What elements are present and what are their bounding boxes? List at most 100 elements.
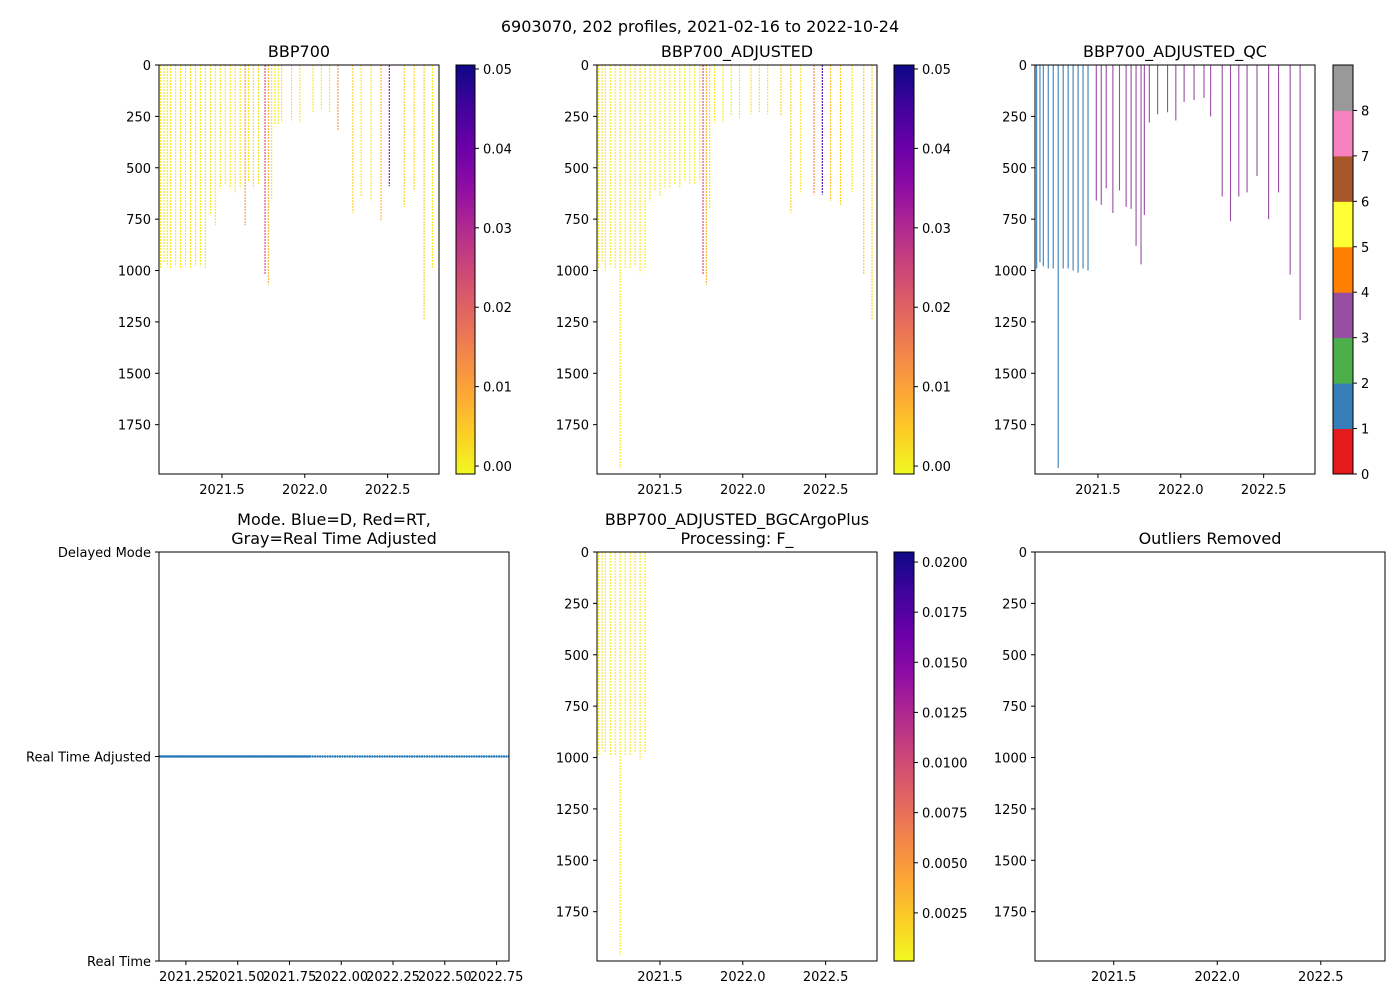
mode-point — [492, 755, 496, 758]
colorbar-segment — [1333, 246, 1353, 293]
mode-point — [333, 755, 337, 758]
colorbar-segment — [1333, 292, 1353, 339]
y-tick-label: 1750 — [556, 419, 589, 434]
mode-point — [480, 755, 483, 758]
y-tick-label: Real Time Adjusted — [26, 751, 151, 766]
colorbar-tick-label: 8 — [1361, 104, 1369, 119]
colorbar-fill — [894, 552, 914, 961]
mode-point — [475, 755, 478, 758]
y-tick-label: 1750 — [556, 906, 589, 921]
y-tick-label: 500 — [564, 649, 589, 664]
mode-point — [428, 755, 431, 758]
y-tick-label: 1250 — [556, 803, 589, 818]
mode-point — [505, 755, 508, 758]
y-tick-label: 1750 — [118, 419, 151, 434]
mode-point — [343, 755, 347, 758]
colorbar-segment — [1333, 337, 1353, 384]
mode-point — [368, 755, 372, 758]
y-tick-label: 0 — [581, 546, 589, 561]
mode-point — [316, 755, 319, 758]
axes-frame-outliers_removed — [1034, 551, 1386, 962]
mode-point — [448, 755, 451, 758]
y-tick-label: 250 — [1002, 597, 1027, 612]
mode-point — [450, 755, 454, 758]
x-tick-label: 2022.00 — [314, 970, 368, 985]
panel-mode: Mode. Blue=D, Red=RT,Gray=Real Time Adju… — [26, 510, 523, 985]
mode-point — [433, 755, 436, 758]
y-tick-label: 0 — [1019, 546, 1027, 561]
y-tick-label: 750 — [1002, 700, 1027, 715]
y-tick-label: 1000 — [994, 752, 1027, 767]
mode-point — [348, 755, 352, 758]
mode-point — [358, 755, 362, 758]
colorbar-tick-label: 2 — [1361, 377, 1369, 392]
colorbar-tick-label: 5 — [1361, 241, 1369, 256]
colorbar-tick-label: 0.03 — [922, 222, 951, 237]
colorbar-tick-label: 0.0025 — [922, 907, 968, 922]
panel-title-bbp700: BBP700 — [268, 42, 330, 61]
mode-point — [458, 755, 461, 758]
mode-point — [386, 755, 389, 758]
y-tick-label: 0 — [581, 59, 589, 74]
colorbar-tick-label: 0.0200 — [922, 556, 968, 571]
colorbar-tick-label: 0.00 — [483, 460, 512, 475]
x-tick-label: 2022.0 — [720, 970, 766, 985]
colorbar-tick-label: 4 — [1361, 286, 1369, 301]
mode-point — [403, 755, 406, 758]
mode-point — [323, 755, 327, 758]
mode-point — [308, 755, 312, 758]
panel-title-bbp700_adjusted: BBP700_ADJUSTED — [661, 42, 813, 62]
y-tick-label: 1500 — [556, 367, 589, 382]
mode-point — [482, 755, 486, 758]
mode-point — [376, 755, 379, 758]
colorbar-frame — [1332, 64, 1354, 475]
panel-title-outliers_removed: Outliers Removed — [1139, 529, 1282, 548]
x-tick-label: 2022.25 — [366, 970, 420, 985]
colorbar-frame — [893, 551, 915, 962]
mode-point — [363, 755, 367, 758]
panel-title-mode-line-1: Mode. Blue=D, Red=RT, — [237, 510, 431, 529]
mode-point — [413, 755, 416, 758]
mode-point — [473, 755, 476, 758]
mode-point — [420, 755, 424, 758]
y-tick-label: 1250 — [556, 316, 589, 331]
colorbar-tick-label: 7 — [1361, 150, 1369, 165]
mode-point — [487, 755, 491, 758]
mode-point — [455, 755, 459, 758]
colorbar-tick-label: 6 — [1361, 195, 1369, 210]
x-tick-label: 2022.75 — [470, 970, 524, 985]
mode-point — [443, 755, 446, 758]
colorbar-tick-label: 0.02 — [922, 301, 951, 316]
y-tick-label: 0 — [143, 59, 151, 74]
mode-point — [366, 755, 369, 758]
x-tick-label: 2022.5 — [803, 970, 849, 985]
mode-point — [313, 755, 317, 758]
colorbar-bbp700_adjusted_bgcargoplus: 0.0025 0.0050 0.0075 0.0100 0.0125 0.0150 0.01… — [893, 551, 968, 962]
mode-point — [346, 755, 349, 758]
colorbar-tick-label: 0.0100 — [922, 757, 968, 772]
x-tick-label: 2021.5 — [1075, 483, 1121, 498]
panel-title-bbp700_adjusted_bgcargoplus-line-2: Processing: F_ — [680, 529, 794, 549]
y-tick-label: 1500 — [994, 367, 1027, 382]
x-tick-label: 2021.50 — [211, 970, 265, 985]
colorbar-tick-label: 0.0125 — [922, 706, 968, 721]
x-tick-label: 2022.5 — [365, 483, 411, 498]
mode-point — [328, 755, 332, 758]
mode-point — [490, 755, 493, 758]
colorbar-tick-label: 0.03 — [483, 222, 512, 237]
mode-point — [371, 755, 374, 758]
panel-title-bbp700_adjusted_bgcargoplus-line-1: BBP700_ADJUSTED_BGCArgoPlus — [605, 510, 869, 530]
colorbar-bbp700: 0.00 0.01 0.02 0.03 0.04 0.05 — [455, 63, 512, 475]
y-tick-label: 1250 — [994, 316, 1027, 331]
mode-point — [351, 755, 354, 758]
colorbar-tick-label: 0.0050 — [922, 857, 968, 872]
x-tick-label: 2021.5 — [199, 483, 245, 498]
mode-point — [438, 755, 441, 758]
colorbar-tick-label: 0.0075 — [922, 807, 968, 822]
mode-point — [500, 755, 503, 758]
colorbar-fill — [456, 65, 475, 474]
y-tick-label: Real Time — [87, 955, 151, 970]
colorbar-tick-label: 0.01 — [922, 381, 951, 396]
